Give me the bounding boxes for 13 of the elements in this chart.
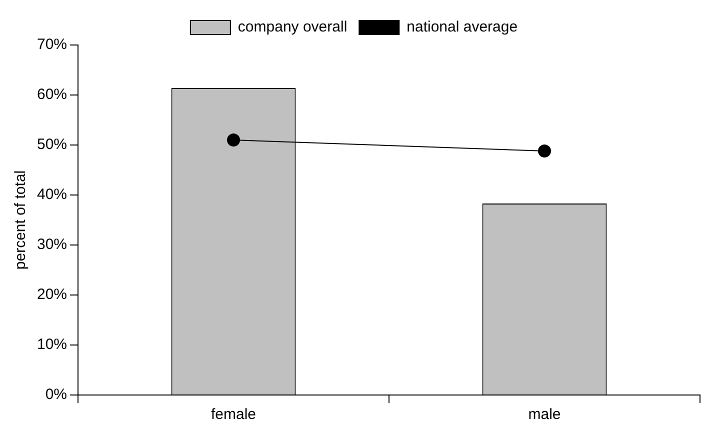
- y-tick-label: 10%: [36, 336, 68, 354]
- y-tick-label: 20%: [36, 286, 68, 304]
- legend-label: company overall: [238, 18, 348, 36]
- y-tick-label: 70%: [36, 36, 68, 54]
- legend-label: national average: [406, 18, 518, 36]
- y-tick-label: 50%: [36, 136, 68, 154]
- x-tick-label: female: [211, 406, 256, 424]
- x-tick-label: male: [528, 406, 561, 424]
- y-tick-label: 60%: [36, 86, 68, 104]
- y-tick-label: 30%: [36, 236, 68, 254]
- y-axis-title: percent of total: [12, 170, 30, 270]
- y-tick-label: 40%: [36, 186, 68, 204]
- y-tick-label: 0%: [45, 386, 68, 404]
